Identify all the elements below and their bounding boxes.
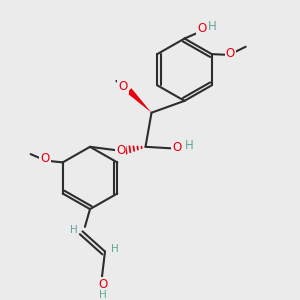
- Text: O: O: [197, 22, 206, 35]
- Polygon shape: [127, 88, 152, 113]
- Text: O: O: [116, 144, 125, 157]
- Text: O: O: [40, 152, 50, 165]
- Text: H: H: [99, 290, 106, 299]
- Text: O: O: [118, 80, 127, 93]
- Text: O: O: [98, 278, 107, 291]
- Text: H: H: [111, 244, 119, 254]
- Text: O: O: [172, 141, 182, 154]
- Text: H: H: [208, 20, 217, 33]
- Text: H: H: [184, 140, 194, 152]
- Text: O: O: [226, 47, 235, 60]
- Text: H: H: [70, 225, 77, 235]
